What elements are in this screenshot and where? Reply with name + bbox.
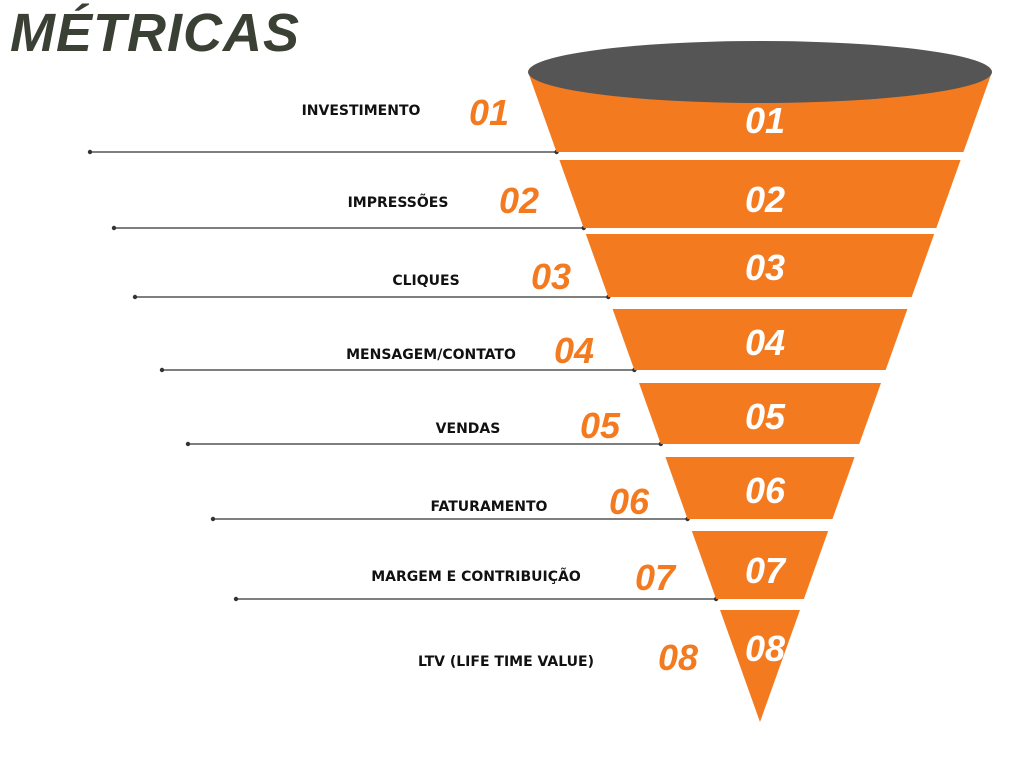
stage-label: CLIQUES xyxy=(392,273,460,289)
funnel-segment-05 xyxy=(639,383,881,444)
funnel-segment-06 xyxy=(665,457,855,519)
stage-number: 01 xyxy=(468,92,510,133)
leader-dot xyxy=(210,516,216,522)
leader-dot xyxy=(233,596,239,602)
leader-dot xyxy=(111,225,117,231)
funnel-segment-07 xyxy=(691,531,829,599)
stage-label: IMPRESSÕES xyxy=(347,195,449,211)
stage-label: INVESTIMENTO xyxy=(301,103,421,119)
stage-number: 08 xyxy=(657,637,699,678)
stage-number: 04 xyxy=(553,330,595,371)
funnel-segment-08 xyxy=(720,610,800,722)
funnel-segment-number: 03 xyxy=(745,247,785,288)
funnel-segment-03 xyxy=(585,234,935,297)
funnel-segment-number: 01 xyxy=(745,100,785,141)
funnel-segment-number: 06 xyxy=(745,470,786,511)
funnel-segment-number: 07 xyxy=(745,550,787,591)
funnel-segment-number: 05 xyxy=(745,396,786,437)
funnel-segment-number: 04 xyxy=(745,322,785,363)
stage-number: 03 xyxy=(530,256,572,297)
stage-number: 06 xyxy=(608,481,650,522)
funnel-segment-number: 08 xyxy=(745,628,785,669)
stage-number: 05 xyxy=(579,405,621,446)
funnel-segment-02 xyxy=(559,160,961,228)
leader-lines xyxy=(87,149,719,602)
stage-label: VENDAS xyxy=(435,421,501,437)
stage-label: FATURAMENTO xyxy=(430,499,548,515)
funnel-top-opening xyxy=(528,41,992,103)
leader-dot xyxy=(87,149,93,155)
funnel-segments xyxy=(528,72,992,722)
funnel-segment-number: 02 xyxy=(745,179,785,220)
stage-number: 02 xyxy=(498,180,540,221)
stage-label: MARGEM E CONTRIBUIÇÃO xyxy=(371,569,581,585)
leader-dot xyxy=(185,441,191,447)
funnel-segment-numbers: 01 02 03 04 05 06 07 08 xyxy=(745,100,787,669)
funnel-segment-04 xyxy=(612,309,908,370)
page-title: MÉTRICAS xyxy=(10,3,300,63)
stage-label: MENSAGEM/CONTATO xyxy=(346,347,516,363)
stage-number: 07 xyxy=(634,557,676,598)
stage-label: LTV (LIFE TIME VALUE) xyxy=(418,654,594,670)
leader-dot xyxy=(132,294,138,300)
leader-dot xyxy=(159,367,165,373)
